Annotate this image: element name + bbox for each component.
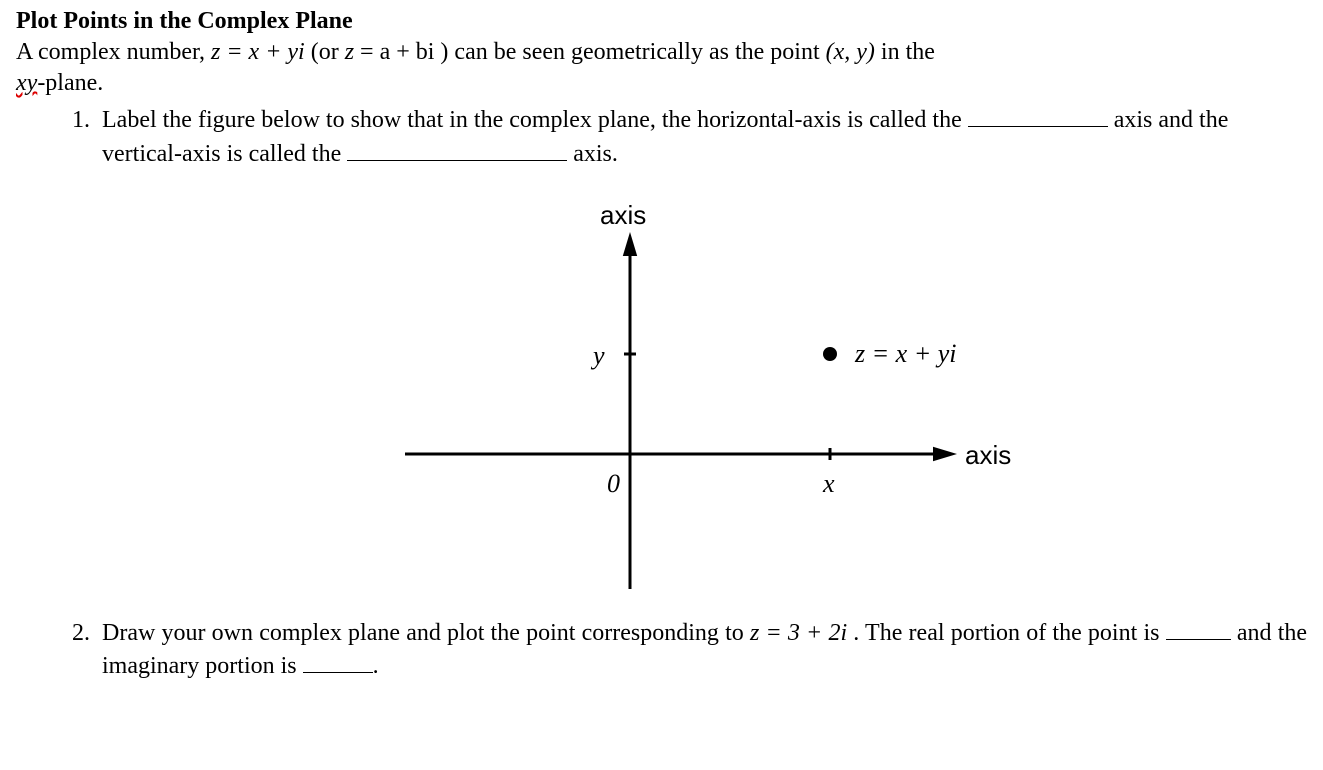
q2-equation: z = 3 + 2i xyxy=(750,620,847,646)
intro-paragraph: A complex number, z = x + yi (or z = a +… xyxy=(16,37,1307,99)
q1-text: Label the figure below to show that in t… xyxy=(102,107,968,133)
intro-alt-rhs: = a + bi xyxy=(360,39,434,65)
intro-text: (or xyxy=(311,39,345,65)
svg-text:axis: axis xyxy=(965,440,1011,470)
q2-text: . The real portion of the point is xyxy=(847,620,1166,646)
svg-text:y: y xyxy=(590,341,605,370)
question-2: Draw your own complex plane and plot the… xyxy=(96,616,1307,683)
blank-horizontal-axis[interactable] xyxy=(968,103,1108,127)
complex-plane-figure: axis axis y x 0 z = x + yi xyxy=(102,194,1307,603)
svg-text:z = x + yi: z = x + yi xyxy=(854,339,957,368)
svg-text:x: x xyxy=(822,469,835,498)
blank-imag-part[interactable] xyxy=(303,649,373,673)
intro-text: in the xyxy=(881,39,935,65)
svg-text:0: 0 xyxy=(607,469,620,498)
intro-plane-suffix: -plane. xyxy=(37,70,103,96)
intro-alt-z: z xyxy=(345,39,354,65)
intro-text: ) can be seen geometrically as the point xyxy=(440,39,825,65)
question-1: Label the figure below to show that in t… xyxy=(96,103,1307,603)
question-list: Label the figure below to show that in t… xyxy=(56,103,1307,682)
blank-vertical-axis[interactable] xyxy=(347,137,567,161)
page-title: Plot Points in the Complex Plane xyxy=(16,8,1307,35)
q1-text: axis. xyxy=(573,141,618,167)
intro-plane-xy: xy xyxy=(16,70,37,96)
q2-text: Draw your own complex plane and plot the… xyxy=(102,620,750,646)
complex-plane-svg: axis axis y x 0 z = x + yi xyxy=(385,194,1025,594)
intro-point: (x, y) xyxy=(826,39,875,65)
svg-text:axis: axis xyxy=(600,200,646,230)
q2-text: . xyxy=(373,653,379,679)
intro-text: A complex number, xyxy=(16,39,211,65)
blank-real-part[interactable] xyxy=(1166,616,1231,640)
intro-equation: z = x + yi xyxy=(211,39,305,65)
